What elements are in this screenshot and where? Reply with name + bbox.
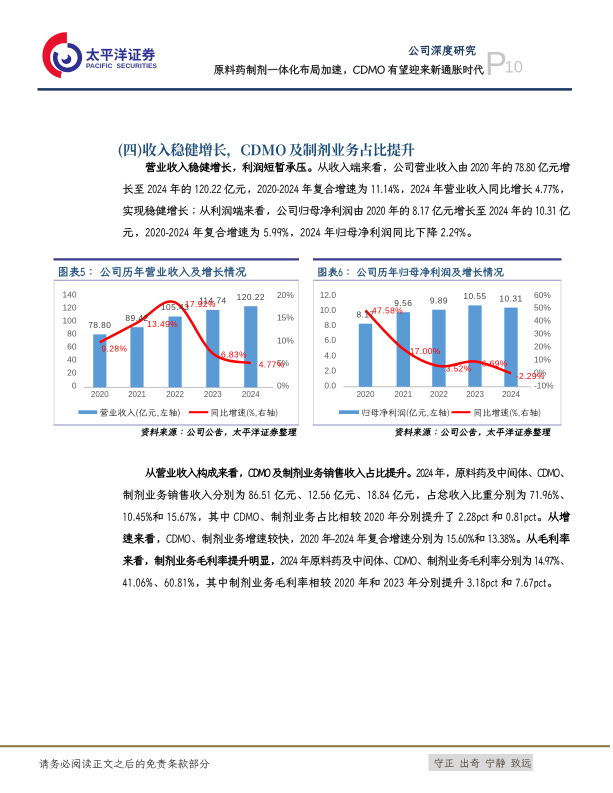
- svg-text:9.56: 9.56: [394, 298, 412, 308]
- svg-text:9.28%: 9.28%: [101, 344, 127, 354]
- svg-text:2024: 2024: [502, 390, 520, 399]
- svg-text:2024: 2024: [242, 390, 260, 399]
- svg-text:60%: 60%: [534, 290, 551, 300]
- svg-text:80: 80: [67, 329, 77, 339]
- svg-text:12.0: 12.0: [320, 290, 337, 300]
- svg-text:120.22: 120.22: [237, 292, 265, 302]
- svg-text:10%: 10%: [534, 355, 551, 365]
- svg-text:8.0: 8.0: [324, 320, 336, 330]
- svg-text:20%: 20%: [534, 342, 551, 352]
- svg-text:78.80: 78.80: [88, 320, 111, 330]
- svg-text:30%: 30%: [534, 329, 551, 339]
- svg-text:13.49%: 13.49%: [147, 319, 178, 329]
- svg-text:10%: 10%: [277, 335, 294, 345]
- svg-text:4.77%: 4.77%: [259, 359, 285, 369]
- svg-text:2023: 2023: [466, 390, 484, 399]
- svg-text:89.42: 89.42: [125, 313, 148, 323]
- svg-text:2020: 2020: [91, 390, 109, 399]
- svg-text:40: 40: [67, 355, 77, 365]
- svg-text:40%: 40%: [534, 316, 551, 326]
- svg-text:2021: 2021: [128, 390, 146, 399]
- svg-text:15%: 15%: [277, 313, 294, 323]
- svg-text:5%: 5%: [277, 358, 290, 368]
- svg-text:6.0: 6.0: [324, 335, 336, 345]
- svg-text:0.0: 0.0: [324, 381, 336, 391]
- svg-text:P: P: [485, 45, 507, 82]
- svg-text:2.0: 2.0: [324, 365, 336, 375]
- svg-text:2020: 2020: [357, 390, 375, 399]
- svg-text:4.0: 4.0: [324, 350, 336, 360]
- svg-text:10.31: 10.31: [499, 293, 522, 303]
- svg-text:8.17: 8.17: [356, 309, 374, 319]
- svg-text:10: 10: [505, 57, 523, 76]
- svg-text:10.0: 10.0: [320, 305, 337, 315]
- svg-text:0%: 0%: [534, 368, 547, 378]
- svg-text:120: 120: [63, 303, 77, 313]
- svg-text:114.74: 114.74: [199, 296, 227, 306]
- svg-text:PACIFIC SECURITIES: PACIFIC SECURITIES: [86, 63, 158, 70]
- svg-text:2021: 2021: [394, 390, 412, 399]
- svg-text:10.55: 10.55: [463, 291, 486, 301]
- svg-text:3.52%: 3.52%: [446, 364, 472, 374]
- svg-text:17.00%: 17.00%: [410, 346, 441, 356]
- svg-text:140: 140: [63, 290, 77, 300]
- svg-text:6.69%: 6.69%: [482, 358, 508, 368]
- svg-text:20%: 20%: [277, 290, 294, 300]
- svg-text:-10%: -10%: [534, 381, 554, 391]
- svg-text:47.58%: 47.58%: [372, 306, 403, 316]
- svg-text:9.89: 9.89: [430, 295, 448, 305]
- svg-text:2022: 2022: [166, 390, 184, 399]
- svg-text:0%: 0%: [277, 381, 290, 391]
- svg-text:100: 100: [63, 316, 77, 326]
- svg-text:60: 60: [67, 342, 77, 352]
- svg-text:20: 20: [67, 368, 77, 378]
- svg-text:2022: 2022: [430, 390, 448, 399]
- svg-text:2023: 2023: [204, 390, 222, 399]
- svg-text:-2.29%: -2.29%: [516, 371, 545, 381]
- svg-text:17.92%: 17.92%: [185, 299, 216, 309]
- svg-text:6.83%: 6.83%: [221, 350, 247, 360]
- svg-text:0: 0: [72, 381, 77, 391]
- svg-text:50%: 50%: [534, 303, 551, 313]
- svg-text:105.43: 105.43: [161, 302, 189, 312]
